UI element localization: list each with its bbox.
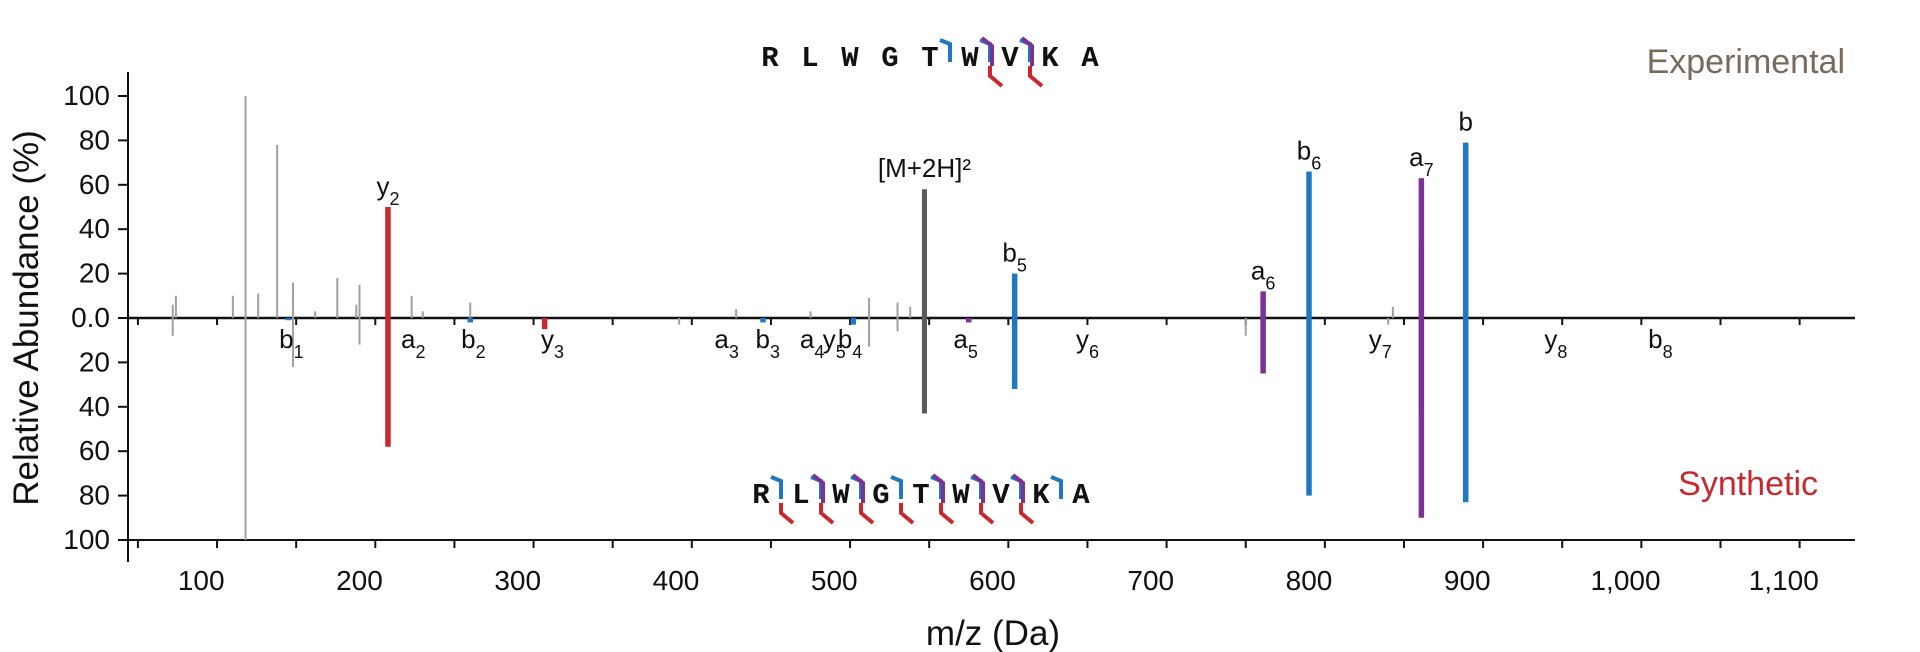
ion-label-experimental: y2: [376, 171, 399, 209]
y-fragment-mark: [899, 503, 915, 525]
x-tick-label: 800: [1286, 565, 1333, 596]
ion-label-synthetic: a2: [401, 324, 425, 362]
sequence-residue: W: [961, 42, 979, 75]
sequence-residue: K: [1041, 42, 1059, 75]
sequence-residue: T: [921, 42, 938, 75]
sequence-residue: V: [992, 479, 1010, 512]
y-tick-label: 100: [63, 524, 110, 555]
legend-synthetic: Synthetic: [1678, 465, 1818, 503]
legend-experimental: Experimental: [1647, 43, 1845, 81]
x-tick-label: 900: [1444, 565, 1491, 596]
axes: 100 80 60 40 20 0.0 20 40 60 80 100 100 200 300 400 500…: [63, 72, 1855, 596]
y-fragment-mark: [979, 503, 995, 525]
ion-label-synthetic: y3: [541, 324, 564, 362]
x-axis-title: m/z (Da): [926, 614, 1060, 652]
ion-label-synthetic: y5: [823, 324, 846, 362]
a-fragment-mark: [851, 473, 865, 503]
sequence-residue: G: [872, 479, 889, 512]
x-tick-label: 100: [178, 565, 225, 596]
ion-label-synthetic: y8: [1544, 324, 1567, 362]
y-tick-label: 20: [79, 346, 110, 377]
a-fragment-mark: [931, 473, 945, 503]
y-fragment-mark: [939, 503, 955, 525]
sequence-residue: T: [912, 479, 929, 512]
ion-label-experimental: a7: [1409, 142, 1433, 180]
sequence-residue: A: [1081, 42, 1099, 75]
y-tick-label: 60: [79, 435, 110, 466]
peaks: [171, 96, 1469, 540]
sequence-residue: G: [881, 42, 898, 75]
y-fragment-mark: [819, 503, 835, 525]
a-fragment-mark: [1011, 473, 1025, 503]
y-tick-label: 40: [79, 213, 110, 244]
ion-label-experimental: b: [1458, 107, 1472, 137]
sequence-residue: R: [761, 42, 779, 75]
y-tick-label: 80: [79, 480, 110, 511]
x-tick-label: 300: [494, 565, 541, 596]
y-fragment-mark: [779, 503, 795, 525]
a-fragment-mark: [980, 36, 994, 66]
y-fragment-mark: [1019, 503, 1035, 525]
sequence-residue: A: [1072, 479, 1090, 512]
ion-label-synthetic: a3: [714, 324, 738, 362]
sequence-residue: L: [801, 42, 818, 75]
y-tick-label: 20: [79, 258, 110, 289]
ion-label-experimental: b5: [1002, 238, 1026, 276]
y-fragment-mark: [859, 503, 875, 525]
y-fragment-mark: [1028, 66, 1044, 88]
ion-label-synthetic: y7: [1369, 324, 1392, 362]
y-axis-title: Relative Abundance (%): [7, 130, 46, 506]
ion-label-synthetic: b2: [461, 324, 485, 362]
x-tick-label: 1,100: [1749, 565, 1819, 596]
x-tick-label: 400: [653, 565, 700, 596]
sequence-residue: V: [1001, 42, 1019, 75]
a-fragment-mark: [1020, 36, 1034, 66]
sequence-residue: W: [832, 479, 850, 512]
sequence-residue: W: [952, 479, 970, 512]
x-tick-label: 500: [811, 565, 858, 596]
sequence-residue: K: [1032, 479, 1050, 512]
x-tick-label: 700: [1127, 565, 1174, 596]
ion-label-synthetic: b8: [1648, 324, 1672, 362]
x-tick-label: 600: [969, 565, 1016, 596]
sequence-residue: W: [841, 42, 859, 75]
ion-label-synthetic: a5: [953, 324, 977, 362]
ion-label-synthetic: b3: [756, 324, 780, 362]
a-fragment-mark: [811, 473, 825, 503]
ion-label-experimental: b6: [1297, 135, 1321, 173]
b-fragment-mark: [1050, 475, 1063, 499]
ion-label-synthetic: b1: [279, 324, 303, 362]
y-tick-label: 100: [63, 80, 110, 111]
b-fragment-mark: [939, 38, 952, 62]
y-fragment-mark: [988, 66, 1004, 88]
x-tick-label: 1,000: [1590, 565, 1660, 596]
ion-label-synthetic: a4: [800, 324, 824, 362]
y-tick-label: 60: [79, 169, 110, 200]
a-fragment-mark: [971, 473, 985, 503]
y-tick-label: 40: [79, 391, 110, 422]
ion-label-experimental: [M+2H]²: [878, 153, 972, 183]
ion-label-experimental: a6: [1251, 255, 1275, 293]
x-tick-label: 200: [336, 565, 383, 596]
b-fragment-mark: [770, 475, 783, 499]
y-tick-label: 0.0: [71, 302, 110, 333]
sequence-residue: L: [792, 479, 809, 512]
ion-label-synthetic: b4: [838, 324, 862, 362]
ion-label-synthetic: y6: [1076, 324, 1099, 362]
y-tick-label: 80: [79, 124, 110, 155]
b-fragment-mark: [890, 475, 903, 499]
sequence-residue: R: [752, 479, 770, 512]
